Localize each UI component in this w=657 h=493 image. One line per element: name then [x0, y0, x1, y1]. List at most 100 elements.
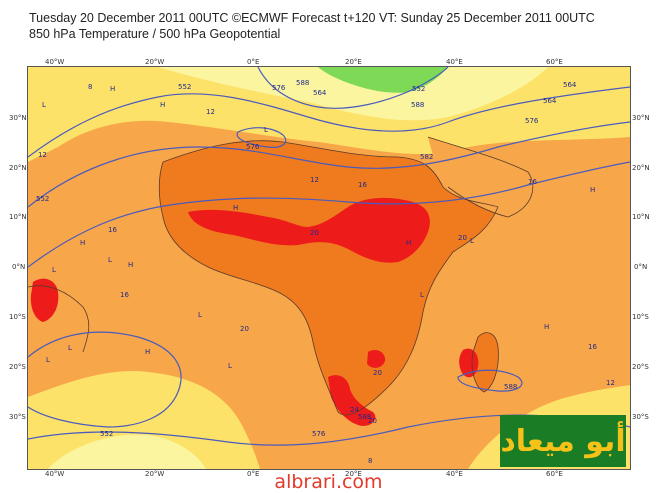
lat-tick-right: 10°N — [632, 213, 650, 221]
map-canvas: 8 12 12 12 16 16 16 16 20 20 20 20 20 24… — [28, 67, 630, 469]
pressure-marker: L — [42, 101, 46, 109]
hot-zone-west — [30, 278, 59, 322]
lon-tick-top: 20°E — [345, 58, 362, 66]
pressure-marker: L — [420, 291, 424, 299]
temperature-label: 12 — [38, 151, 47, 159]
pressure-marker: L — [68, 344, 72, 352]
hot-zone-south — [328, 375, 376, 426]
pressure-marker: L — [108, 256, 112, 264]
geopotential-label: 564 — [313, 89, 327, 97]
lat-tick-right: 30°N — [632, 114, 650, 122]
temperature-label: 16 — [108, 226, 117, 234]
lon-tick-top: 20°W — [145, 58, 165, 66]
hot-zone-interior — [367, 350, 386, 368]
lat-tick-left: 10°S — [9, 313, 26, 321]
pressure-marker: H — [160, 101, 165, 109]
temperature-label: 20 — [458, 234, 467, 242]
geopotential-label: 588 — [411, 101, 424, 109]
temperature-label: 24 — [350, 406, 359, 414]
temperature-label: 20 — [368, 417, 377, 425]
temperature-labels: 8 12 12 12 16 16 16 16 20 20 20 20 20 24… — [38, 83, 615, 465]
pressure-markers: H L H L H L H L L H L H L H L H L H L — [42, 85, 595, 370]
lon-tick-top: 60°E — [546, 58, 563, 66]
pressure-marker: H — [80, 239, 85, 247]
lat-tick-left: 20°N — [9, 164, 27, 172]
temperature-label: 16 — [120, 291, 129, 299]
lon-tick-bottom: 20°W — [145, 470, 165, 478]
geopotential-contours — [28, 67, 630, 446]
geopotential-labels: 552 576 552 564 576 588 588 552 564 576 … — [36, 79, 577, 438]
forecast-title-line: Tuesday 20 December 2011 00UTC ©ECMWF Fo… — [29, 11, 595, 25]
brand-logo: أبو ميعاد — [500, 415, 626, 467]
lat-tick-left: 30°N — [9, 114, 27, 122]
lat-tick-right: 0°N — [634, 263, 648, 271]
lon-tick-top: 40°W — [45, 58, 65, 66]
cold-zone-southwest — [48, 434, 206, 469]
madagascar-land — [472, 332, 499, 392]
cold-core — [318, 67, 448, 93]
hot-zone-madagascar — [459, 348, 479, 378]
pressure-marker: L — [228, 362, 232, 370]
geopotential-label: 588 — [296, 79, 309, 87]
pressure-marker: H — [128, 261, 133, 269]
pressure-marker: H — [145, 348, 150, 356]
geopotential-label: 588 — [504, 383, 517, 391]
pressure-marker: L — [264, 126, 268, 134]
lon-tick-bottom: 20°E — [345, 470, 362, 478]
lon-tick-top: 40°E — [446, 58, 463, 66]
temperature-label: 12 — [310, 176, 319, 184]
arabia-land — [428, 137, 533, 217]
geopotential-label: 588 — [358, 413, 371, 421]
lat-tick-right: 30°S — [632, 413, 649, 421]
lon-tick-bottom: 40°W — [45, 470, 65, 478]
logo-text: أبو ميعاد — [500, 423, 626, 459]
pressure-marker: L — [198, 311, 202, 319]
pressure-marker: L — [46, 356, 50, 364]
lon-tick-bottom: 40°E — [446, 470, 463, 478]
south-america-coastline — [28, 285, 90, 353]
geopotential-label: 576 — [525, 117, 539, 125]
temperature-label: 16 — [528, 178, 537, 186]
pressure-marker: H — [406, 239, 411, 247]
temperature-label: 20 — [373, 369, 382, 377]
field-description-line: 850 hPa Temperature / 500 hPa Geopotenti… — [29, 27, 281, 41]
pressure-marker: L — [470, 237, 474, 245]
geopotential-label: 582 — [420, 153, 433, 161]
geopotential-label: 564 — [563, 81, 577, 89]
africa-coastline — [158, 140, 499, 416]
pressure-marker: H — [233, 204, 238, 212]
lat-tick-left: 30°S — [9, 413, 26, 421]
geopotential-label: 576 — [312, 430, 326, 438]
hot-zone-central — [188, 197, 430, 263]
pressure-marker: L — [52, 266, 56, 274]
lon-tick-bottom: 0°E — [247, 470, 260, 478]
lon-tick-bottom: 60°E — [546, 470, 563, 478]
temperature-label: 8 — [88, 83, 92, 91]
site-link[interactable]: albrari.com — [274, 471, 383, 493]
temperature-label: 16 — [588, 343, 597, 351]
pressure-marker: H — [110, 85, 115, 93]
geopotential-label: 564 — [543, 97, 557, 105]
temperature-label: 20 — [310, 229, 319, 237]
lon-tick-top: 0°E — [247, 58, 260, 66]
temperature-label: 8 — [368, 457, 372, 465]
madagascar-coastline — [471, 332, 499, 393]
geopotential-label: 552 — [100, 430, 113, 438]
lat-tick-left: 10°N — [9, 213, 27, 221]
weather-map: 8 12 12 12 16 16 16 16 20 20 20 20 20 24… — [27, 66, 631, 470]
lat-tick-right: 20°N — [632, 164, 650, 172]
lat-tick-left: 20°S — [9, 363, 26, 371]
arabia-coastline — [427, 136, 534, 218]
temperature-label: 12 — [606, 379, 615, 387]
geopotential-label: 576 — [246, 143, 260, 151]
geopotential-label: 552 — [178, 83, 191, 91]
geopotential-label: 576 — [272, 84, 286, 92]
pressure-marker: H — [544, 323, 549, 331]
pressure-marker: H — [590, 186, 595, 194]
lat-tick-right: 10°S — [632, 313, 649, 321]
temperature-label: 12 — [206, 108, 215, 116]
temperature-label: 16 — [358, 181, 367, 189]
map-title: Tuesday 20 December 2011 00UTC ©ECMWF Fo… — [29, 10, 595, 42]
lat-tick-left: 0°N — [12, 263, 26, 271]
lat-tick-right: 20°S — [632, 363, 649, 371]
